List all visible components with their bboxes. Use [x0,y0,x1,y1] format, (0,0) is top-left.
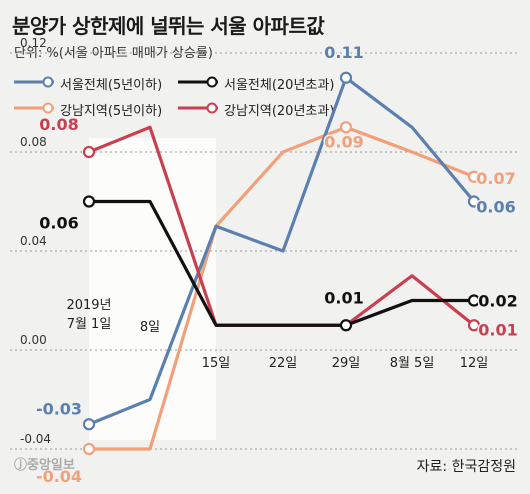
legend-swatch [178,102,218,114]
x-tick-label: 29일 [332,356,361,371]
source-note: 자료: 한국감정원 [416,459,516,475]
data-point-marker [82,195,96,208]
data-label: 0.01 [324,288,363,307]
legend-swatch [178,76,218,88]
data-point-marker [339,71,353,84]
y-tick-label: 0.08 [20,135,47,149]
data-label: -0.03 [36,399,82,418]
x-tick-label: 8일 [140,320,160,335]
y-tick-label: -0.04 [20,432,51,446]
unit-label: 단위: %(서울 아파트 매매가 상승률) [14,46,213,61]
publisher-logo: ⓙ중앙일보 [14,458,75,473]
legend-label: 강남지역(5년이하) [60,104,163,119]
y-tick-label: 0.00 [20,333,47,347]
data-label: 0.06 [476,198,515,217]
data-label: -0.04 [36,467,82,486]
x-tick-label: 2019년 7월 1일 [66,298,111,332]
data-label: 0.02 [478,292,517,311]
series-line-1 [89,199,474,327]
legend-swatch [14,102,54,114]
legend-label: 강남지역(20년초과) [224,104,335,119]
data-point-marker [339,121,353,134]
x-tick-label: 22일 [269,356,298,371]
series-line-2 [89,125,475,451]
data-label: 0.09 [324,132,363,151]
data-label: 0.08 [39,115,78,134]
data-point-marker [467,170,481,183]
data-point-marker [467,195,481,208]
data-point-marker [467,319,481,332]
x-tick-label: 15일 [202,356,231,371]
data-point-marker [82,145,96,159]
data-label: 0.01 [478,320,517,339]
data-label: 0.07 [476,169,515,188]
data-point-marker [82,418,96,431]
data-label: 0.11 [324,43,363,62]
legend-swatch [14,76,54,88]
legend-label: 서울전체(20년초과) [224,78,335,93]
x-tick-label: 8월 5일 [390,356,435,371]
x-tick-label: 12일 [460,356,489,371]
data-point-marker [82,442,96,456]
y-tick-label: 0.04 [20,234,47,248]
data-point-marker [339,319,353,332]
series-line-0 [88,76,476,426]
data-point-marker [467,294,481,307]
legend-label: 서울전체(5년이하) [60,78,163,93]
chart-title: 분양가 상한제에 널뛰는 서울 아파트값 [12,14,325,38]
data-label: 0.06 [39,214,78,233]
y-tick-label: 0.12 [20,36,47,50]
